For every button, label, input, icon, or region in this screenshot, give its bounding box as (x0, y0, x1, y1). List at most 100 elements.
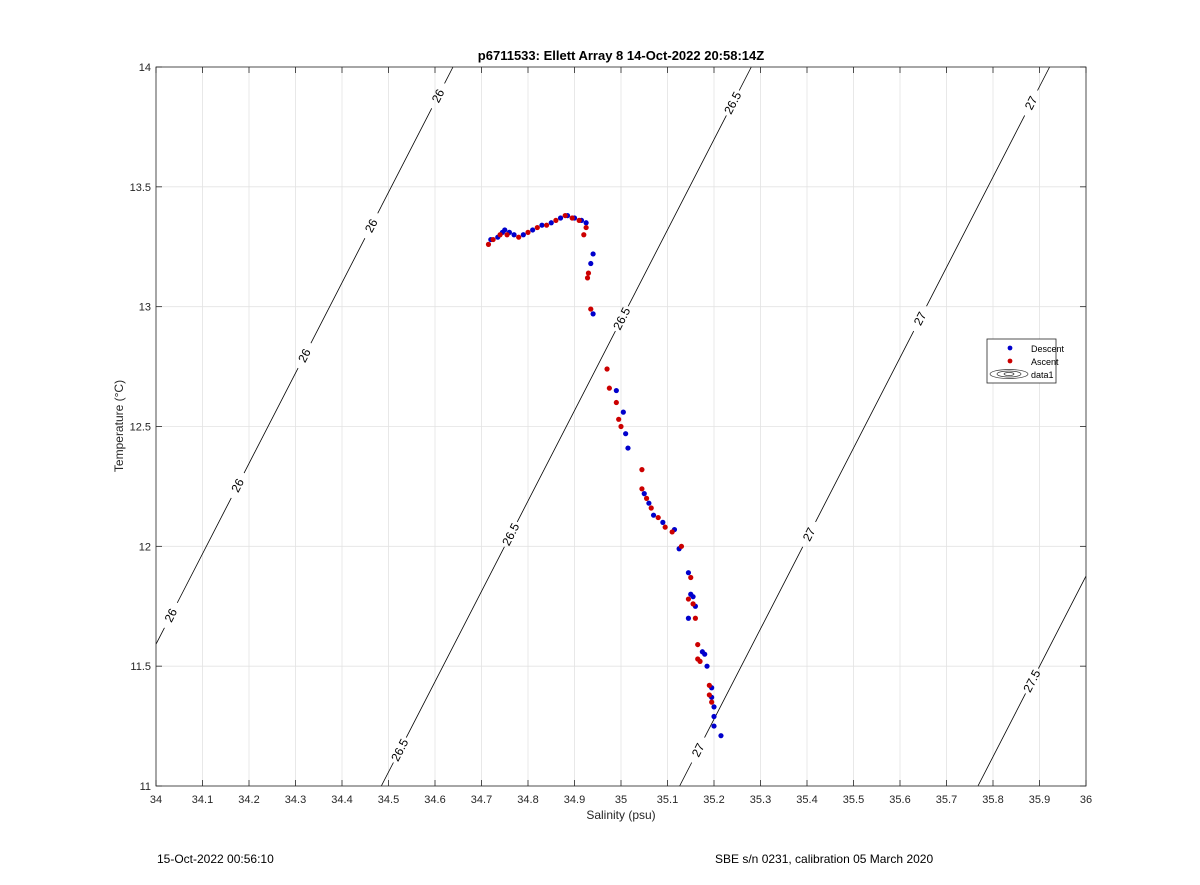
x-tick-label: 34.5 (378, 794, 399, 806)
x-tick-label: 35.2 (703, 794, 724, 806)
data-point (616, 416, 622, 422)
isopycnal-line (627, 115, 727, 307)
x-tick-label: 35.8 (982, 794, 1003, 806)
data-point (685, 570, 692, 576)
data-point (639, 467, 645, 473)
x-tick-label: 34.2 (238, 794, 259, 806)
legend-marker-data1 (989, 369, 1029, 379)
data-point (539, 222, 545, 228)
data-point (662, 524, 668, 530)
data-point (520, 232, 526, 238)
data-point (544, 222, 550, 228)
data-point (502, 227, 508, 233)
isopycnal-label: 26 (228, 476, 247, 495)
y-tick-label: 11 (140, 781, 151, 793)
data-point (584, 275, 591, 281)
data-point (690, 594, 696, 600)
data-point (625, 445, 631, 451)
x-tick-label: 35.1 (657, 794, 678, 806)
legend: Descent Ascent data1 (986, 338, 1065, 384)
isopycnal-line (405, 546, 505, 738)
isopycnal-line (815, 330, 915, 523)
data-points (485, 212, 724, 739)
x-tick-label: 35.3 (750, 794, 771, 806)
data-point (490, 236, 496, 243)
isopycnal-line (704, 546, 804, 738)
data-point (583, 220, 589, 226)
data-point (660, 519, 666, 525)
data-point (690, 601, 696, 607)
legend-marker-descent (1007, 345, 1013, 351)
x-tick-label: 34.1 (192, 794, 213, 806)
x-tick-label: 34.6 (424, 794, 445, 806)
x-tick-label: 35.5 (843, 794, 864, 806)
data-point (692, 615, 699, 621)
data-point (606, 385, 612, 391)
isopycnal-line (377, 108, 433, 214)
isopycnal-label: 27 (689, 741, 708, 760)
footer-timestamp: 15-Oct-2022 00:56:10 (157, 852, 274, 866)
x-axis-label: Salinity (psu) (586, 808, 655, 822)
x-tick-label: 34.7 (471, 794, 492, 806)
data-point (706, 692, 712, 698)
x-tick-label: 34.3 (285, 794, 306, 806)
data-point (590, 251, 596, 257)
data-point (590, 311, 596, 317)
isopycnal-line (380, 762, 394, 787)
data-point (669, 529, 675, 535)
legend-label-descent: Descent (1031, 344, 1065, 354)
footer-calibration: SBE s/n 0231, calibration 05 March 2020 (715, 852, 934, 866)
data-point (588, 260, 594, 267)
isopycnal-label: 26 (295, 346, 314, 365)
x-tick-label: 35.4 (796, 794, 817, 806)
data-point (643, 495, 650, 501)
axis-ticks: 34 34.1 34.2 34.3 34.4 34.5 34.6 34.7 34.8 34.9 35… (130, 62, 1093, 806)
data-point (613, 399, 619, 406)
isopycnal-label: 27 (800, 525, 819, 544)
data-point (534, 224, 540, 231)
isopycnal-line (926, 115, 1026, 307)
data-point (650, 512, 657, 518)
data-point (711, 713, 717, 720)
x-tick-label: 34 (150, 794, 162, 806)
isopycnal-label: 27 (1022, 94, 1041, 113)
data-point (581, 232, 587, 238)
data-point (711, 723, 717, 729)
series-ascent (485, 212, 715, 705)
data-point (702, 651, 708, 657)
isopycnal-label: 26 (162, 606, 181, 625)
x-tick-label: 34.8 (517, 794, 538, 806)
x-tick-label: 35.6 (889, 794, 910, 806)
data-point (553, 217, 559, 223)
data-point (576, 217, 582, 223)
chart-title: p6711533: Ellett Array 8 14-Oct-2022 20:… (478, 48, 764, 63)
data-point (604, 366, 610, 372)
x-tick-label: 34.9 (564, 794, 585, 806)
x-tick-label: 35.7 (936, 794, 957, 806)
data-point (678, 543, 685, 549)
data-point (641, 491, 647, 497)
data-point (530, 227, 536, 233)
x-tick-label: 35.9 (1029, 794, 1050, 806)
isopycnal-line (310, 237, 366, 344)
isopycnal-line (738, 66, 752, 91)
data-point (585, 270, 592, 276)
data-point (685, 596, 692, 602)
data-point (646, 500, 652, 506)
data-point (516, 234, 522, 240)
data-point (620, 409, 626, 415)
data-point (623, 431, 629, 437)
data-point (709, 699, 715, 705)
y-tick-label: 12.5 (130, 422, 151, 434)
y-tick-label: 13.5 (130, 182, 151, 194)
isopycnal-line (1038, 575, 1087, 669)
data-point (613, 387, 619, 394)
isopycnal-line (679, 762, 693, 787)
data-point (639, 486, 645, 492)
data-point (548, 220, 554, 226)
isopycnal-label: 26 (362, 216, 381, 235)
data-point (688, 574, 694, 581)
legend-label-data1: data1 (1031, 370, 1054, 380)
